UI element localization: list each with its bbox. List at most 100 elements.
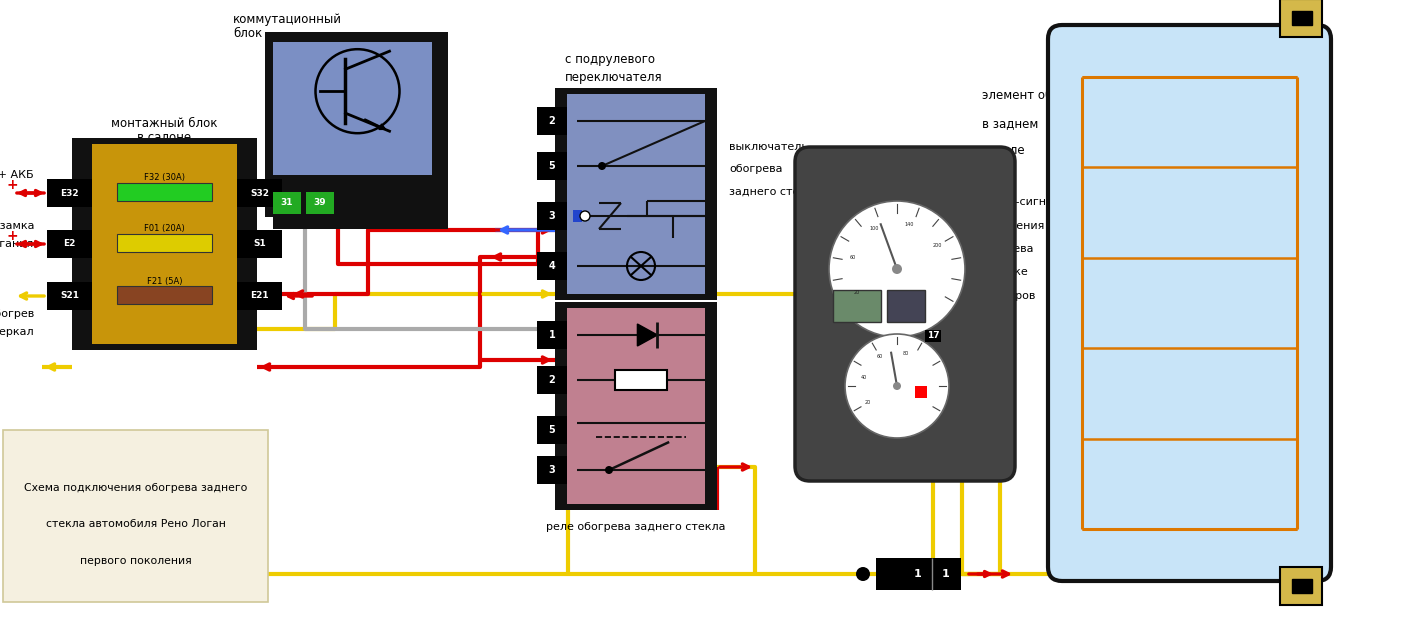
FancyBboxPatch shape	[274, 32, 448, 229]
Circle shape	[856, 567, 871, 581]
FancyBboxPatch shape	[92, 144, 237, 344]
Polygon shape	[1292, 579, 1312, 593]
Bar	[537, 456, 567, 484]
Bar	[888, 290, 925, 322]
Circle shape	[892, 264, 902, 274]
Circle shape	[893, 382, 900, 390]
Bar	[537, 152, 567, 180]
Bar	[47, 230, 92, 258]
Text: в салоне: в салоне	[138, 131, 191, 144]
Text: заднего стекла: заднего стекла	[729, 187, 820, 197]
Text: с замка: с замка	[0, 221, 34, 231]
Text: монтажный блок: монтажный блок	[111, 117, 218, 130]
Text: переключателя: переключателя	[564, 71, 662, 84]
Text: 1: 1	[942, 569, 950, 579]
Text: 80: 80	[903, 351, 909, 356]
Text: в заднем: в заднем	[983, 117, 1038, 130]
Text: 40: 40	[861, 374, 868, 380]
Text: обогрева: обогрева	[980, 244, 1034, 254]
FancyBboxPatch shape	[72, 138, 257, 350]
FancyBboxPatch shape	[567, 308, 705, 504]
Text: F01 (20A): F01 (20A)	[145, 225, 184, 233]
Text: 17: 17	[927, 332, 939, 340]
Bar	[237, 179, 282, 207]
Circle shape	[845, 334, 949, 438]
Text: лампа-сигнализатор: лампа-сигнализатор	[980, 197, 1102, 207]
Text: стекле: стекле	[983, 144, 1025, 157]
Text: 20: 20	[865, 401, 871, 406]
Text: блок: блок	[233, 27, 262, 40]
Text: +: +	[6, 178, 18, 192]
Polygon shape	[638, 324, 658, 346]
Bar	[832, 290, 881, 322]
Bar	[537, 366, 567, 394]
Text: 39: 39	[313, 198, 326, 208]
FancyBboxPatch shape	[567, 94, 705, 294]
Bar	[537, 416, 567, 444]
FancyBboxPatch shape	[274, 192, 301, 214]
Text: F32 (30A): F32 (30A)	[145, 174, 184, 182]
Bar	[118, 183, 213, 201]
Text: 3: 3	[549, 211, 556, 221]
Text: включения: включения	[980, 221, 1045, 231]
Text: 5: 5	[549, 161, 556, 171]
Circle shape	[598, 162, 605, 170]
Text: зажигания: зажигания	[0, 239, 34, 249]
Circle shape	[605, 466, 613, 474]
Text: 200: 200	[933, 243, 942, 248]
Text: S21: S21	[60, 292, 79, 300]
Text: 100: 100	[869, 226, 879, 231]
Text: 140: 140	[905, 222, 913, 227]
Text: 2: 2	[549, 116, 556, 126]
Text: приборов: приборов	[980, 291, 1035, 301]
Text: на обогрев: на обогрев	[0, 309, 34, 319]
Bar	[1280, 567, 1322, 605]
Bar	[1280, 0, 1322, 37]
Text: 5: 5	[549, 425, 556, 435]
FancyBboxPatch shape	[554, 302, 718, 510]
Bar	[237, 282, 282, 310]
FancyBboxPatch shape	[795, 147, 1015, 481]
FancyBboxPatch shape	[274, 42, 432, 175]
Text: Схема подключения обогрева заднего: Схема подключения обогрева заднего	[24, 483, 247, 493]
Text: стекла автомобиля Рено Логан: стекла автомобиля Рено Логан	[45, 519, 225, 529]
Text: 3: 3	[549, 465, 556, 475]
Text: элемент обогрева: элемент обогрева	[983, 89, 1095, 102]
Text: первого поколения: первого поколения	[79, 556, 191, 567]
Bar	[47, 282, 92, 310]
Bar	[573, 210, 581, 222]
Bar	[537, 107, 567, 135]
Text: обогрева: обогрева	[729, 164, 783, 174]
Bar	[537, 321, 567, 349]
Text: 4: 4	[549, 261, 556, 271]
FancyBboxPatch shape	[554, 88, 718, 300]
FancyBboxPatch shape	[306, 192, 335, 214]
Text: выключатель: выключатель	[729, 142, 808, 152]
Text: 1: 1	[915, 569, 922, 579]
Text: E21: E21	[250, 292, 269, 300]
Bar	[118, 286, 213, 304]
Bar	[876, 558, 961, 590]
Bar	[537, 202, 567, 230]
FancyBboxPatch shape	[3, 430, 268, 602]
Text: S1: S1	[254, 239, 267, 249]
Bar	[118, 234, 213, 252]
Polygon shape	[1292, 11, 1312, 25]
Text: 31: 31	[281, 198, 294, 208]
Text: в щитке: в щитке	[980, 267, 1028, 277]
Text: 1: 1	[549, 330, 556, 340]
Circle shape	[580, 211, 590, 221]
Text: F21 (5A): F21 (5A)	[146, 277, 183, 285]
Bar	[47, 179, 92, 207]
Bar	[537, 252, 567, 280]
Text: реле обогрева заднего стекла: реле обогрева заднего стекла	[546, 522, 726, 532]
Text: 20: 20	[854, 290, 861, 295]
Text: с подрулевого: с подрулевого	[564, 53, 655, 66]
Circle shape	[830, 201, 966, 337]
FancyBboxPatch shape	[1048, 25, 1332, 581]
Text: 60: 60	[876, 354, 883, 360]
Bar	[615, 370, 666, 390]
Text: S32: S32	[250, 188, 269, 198]
Text: 60: 60	[849, 254, 855, 259]
Text: с + АКБ: с + АКБ	[0, 170, 34, 180]
